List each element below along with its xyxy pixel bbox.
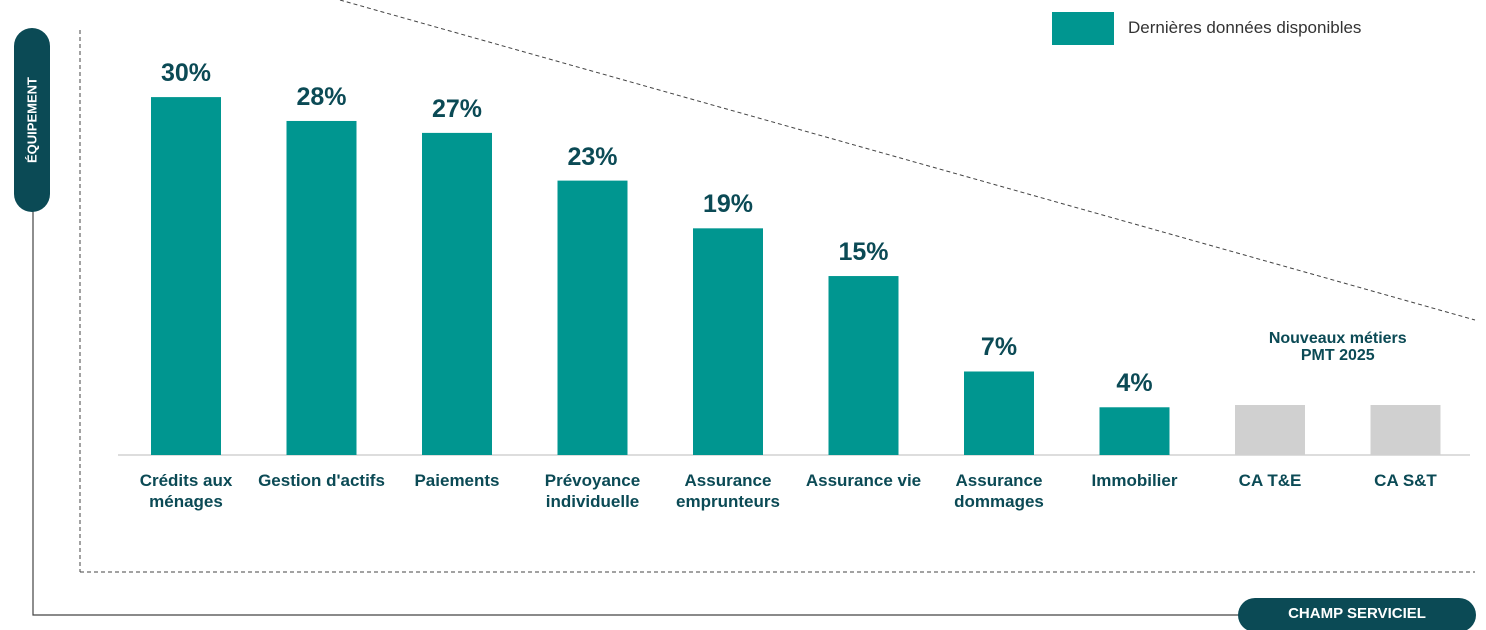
x-tick-label: Assurance emprunteurs bbox=[676, 471, 780, 511]
bar bbox=[693, 228, 763, 455]
data-label: 28% bbox=[296, 82, 347, 111]
trend-dashed-line bbox=[339, 0, 1476, 321]
data-label: 27% bbox=[431, 94, 483, 123]
data-label: 19% bbox=[702, 190, 754, 219]
data-label: 7% bbox=[980, 333, 1018, 362]
bar bbox=[286, 120, 357, 456]
x-tick-label: Assurance vie bbox=[805, 471, 922, 490]
x-tick-label: Prévoyance individuelle bbox=[544, 471, 641, 511]
y-axis-label: ÉQUIPEMENT bbox=[24, 77, 40, 163]
bar bbox=[1099, 407, 1170, 455]
x-tick-label: CA T&E bbox=[1238, 471, 1302, 490]
placeholder-bar bbox=[1370, 405, 1441, 455]
bar bbox=[422, 132, 492, 455]
data-label: 23% bbox=[567, 142, 618, 171]
bar bbox=[557, 180, 628, 456]
x-tick-label: Assurance dommages bbox=[954, 471, 1044, 511]
axis-line bbox=[32, 210, 1240, 616]
y-axis-pill: ÉQUIPEMENT bbox=[14, 28, 50, 212]
legend-swatch bbox=[1052, 12, 1114, 45]
annotation: Nouveaux métiers PMT 2025 bbox=[1268, 330, 1407, 364]
bar bbox=[964, 371, 1034, 455]
x-tick-label: Crédits aux ménages bbox=[139, 471, 233, 511]
x-tick-label: Immobilier bbox=[1091, 471, 1178, 490]
placeholder-bar bbox=[1235, 405, 1305, 455]
x-tick-label: Gestion d'actifs bbox=[258, 471, 385, 490]
data-label: 15% bbox=[838, 238, 889, 267]
data-label: 30% bbox=[160, 59, 212, 88]
bar bbox=[828, 276, 899, 455]
bar bbox=[151, 97, 221, 455]
x-axis-label: CHAMP SERVICIEL bbox=[1238, 598, 1476, 630]
data-label: 4% bbox=[1116, 369, 1153, 398]
x-tick-label: CA S&T bbox=[1374, 471, 1437, 490]
legend-label: Dernières données disponibles bbox=[1128, 18, 1362, 37]
x-tick-label: Paiements bbox=[414, 471, 500, 490]
